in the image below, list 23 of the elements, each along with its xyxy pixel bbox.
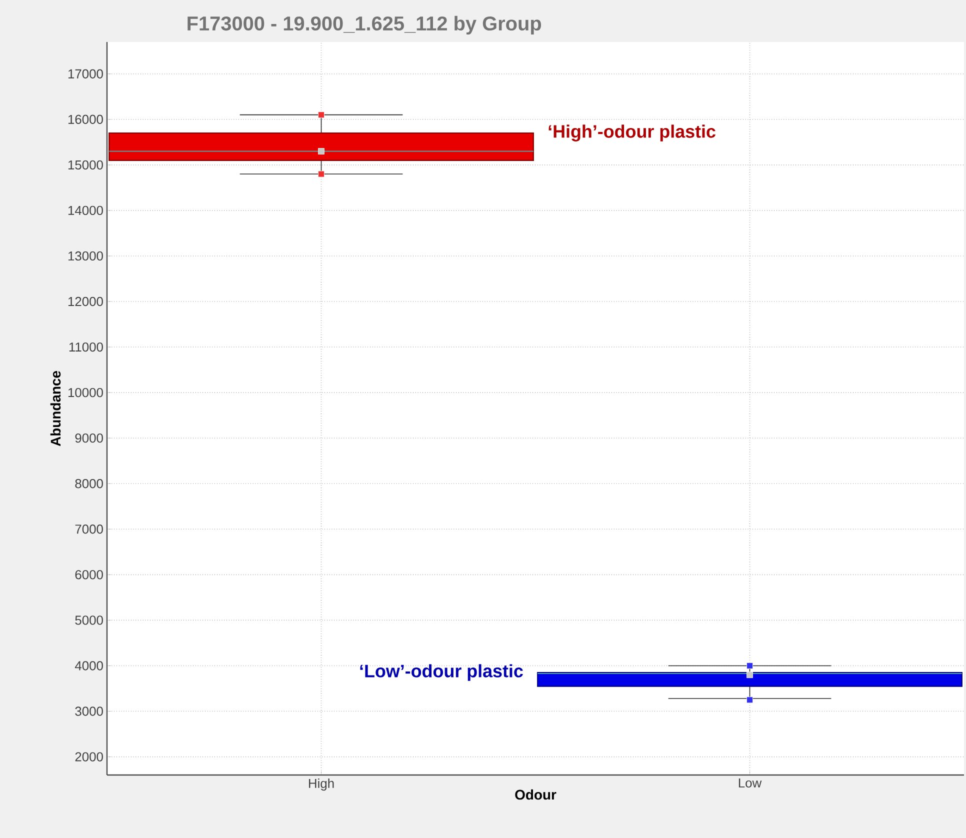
y-tick-label: 10000 xyxy=(68,388,103,398)
chart-title: F173000 - 19.900_1.625_112 by Group xyxy=(188,16,542,34)
y-tick-label: 2000 xyxy=(75,752,103,762)
y-tick-label: 6000 xyxy=(75,570,103,580)
y-tick-label: 3000 xyxy=(75,706,103,716)
x-axis-title: Odour xyxy=(515,789,556,800)
y-axis-title: Abundance xyxy=(50,370,61,446)
y-tick-label: 13000 xyxy=(68,251,103,261)
annotation: ‘High’-odour plastic xyxy=(548,124,716,142)
annotation: ‘Low’-odour plastic xyxy=(360,664,523,681)
x-tick-label: High xyxy=(308,778,334,791)
x-tick-label: Low xyxy=(738,778,762,788)
y-tick-label: 12000 xyxy=(68,296,103,306)
y-tick-label: 9000 xyxy=(75,434,103,443)
y-tick-label: 8000 xyxy=(75,479,103,488)
y-tick-label: 14000 xyxy=(68,206,103,216)
y-tick-label: 4000 xyxy=(74,661,103,670)
y-tick-label: 15000 xyxy=(68,160,103,170)
y-tick-label: 16000 xyxy=(68,114,103,124)
y-tick-label: 11000 xyxy=(69,342,103,352)
y-tick-label: 7000 xyxy=(75,524,103,534)
y-tick-label: 17000 xyxy=(68,69,103,78)
y-tick-label: 5000 xyxy=(75,616,103,625)
